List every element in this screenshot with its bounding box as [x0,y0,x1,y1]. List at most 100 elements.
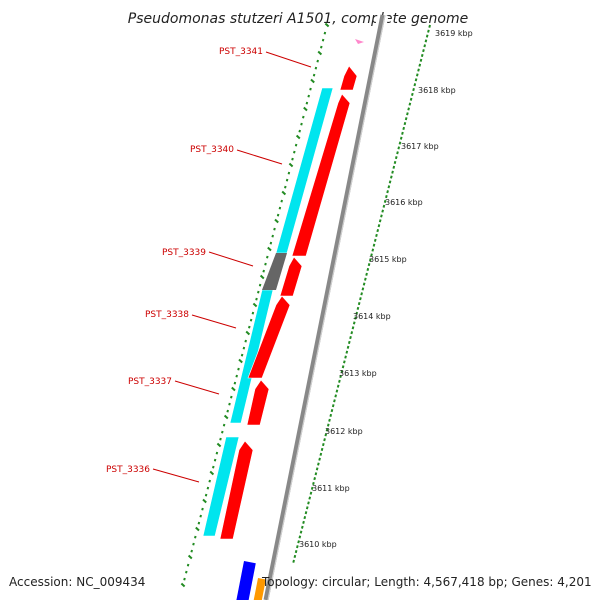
ruler-dash [195,526,200,532]
scale-dot [371,248,375,252]
ruler-dot [278,206,282,210]
ruler-dot [309,87,312,91]
cds-pst-3341 [339,65,358,91]
ruler-dash [187,554,193,560]
scale-dot [297,540,300,544]
ruler-dot [262,269,265,273]
scale-dot [294,550,298,554]
scale-dot [344,355,347,359]
scale-dot [399,136,403,140]
topology-text: Topology: circular; Length: 4,567,418 bp… [261,575,592,589]
scale-dot [422,49,425,53]
ruler-dot [201,507,204,511]
ruler-dash [245,330,251,336]
scale-dot [401,131,404,135]
scale-dot [361,287,365,291]
leader-line-pst-3337 [174,380,220,395]
ruler-dot [222,423,226,427]
ruler-dot [312,73,316,77]
pink-feature [355,39,364,44]
gene-label-pst-3341: PST_3341 [219,47,263,57]
scale-dot [334,394,338,398]
ruler-dot [185,570,188,574]
scale-dot [380,214,383,218]
ruler-dash [231,386,236,392]
ruler-dot [233,381,237,385]
gene-label-pst-3337: PST_3337 [128,377,172,387]
gene-labels: PST_3341 PST_3340 PST_3339 PST_3338 PST_… [106,47,312,483]
scale-dot [415,73,419,77]
scale-dot [377,224,381,228]
ruler-dot [244,339,247,343]
ruler-dot [228,402,231,406]
scale-dot [428,24,431,28]
ruler-dash [252,302,258,308]
gene-label-pst-3340: PST_3340 [190,145,234,155]
ruler-dot [316,59,319,63]
scale-dot [362,282,366,286]
scale-dot [324,433,328,437]
ruler-dot [320,45,323,49]
leader-line-pst-3339 [208,251,254,267]
tick-label: 3613 kbp [339,369,377,378]
scale-dot [340,370,344,374]
scale-dot [390,175,393,179]
ruler-dot [294,143,298,147]
scale-dot [314,472,318,476]
blue-feature [234,561,256,600]
scale-dot [411,92,414,96]
scale-dot [309,491,313,495]
scale-dot [305,506,309,510]
scale-dot [378,219,382,223]
ruler-dash [295,134,301,140]
scale-dot [366,267,370,272]
leader-line-pst-3336 [152,468,200,483]
scale-dot [335,389,339,393]
scale-dot [304,511,308,515]
scale-dot [303,515,307,520]
scale-dot [408,102,412,106]
ruler-dash [324,22,330,28]
ruler-dot [255,297,258,301]
ruler-dot [249,318,253,322]
cds-pst-3340 [291,93,351,257]
scale-dot [336,384,340,388]
ruler-dot [240,353,244,357]
ruler-dot [273,227,276,231]
ruler-dot [284,185,287,189]
ruler-dot [323,31,327,35]
scale-dot [398,141,402,145]
ruler-dash [180,582,186,588]
scale-dot [383,199,387,203]
backbone [260,13,389,600]
scale-dot [367,263,371,267]
leader-line-pst-3341 [265,51,312,68]
scale-dot [317,462,320,466]
scale-dot [347,340,351,344]
scale-dot [414,78,418,82]
scale-dot [292,559,295,563]
scale-dot [382,204,386,208]
scale-dot [364,277,367,281]
ruler-dot [199,514,202,518]
ruler-dot [221,430,224,434]
ruler-dot [321,38,325,42]
cyan-feature-track [202,87,334,537]
scale-dot [354,316,357,320]
orange-feature [250,578,266,600]
tick-label: 3612 kbp [325,427,363,436]
scale-dot [376,229,380,233]
scale-dot [307,501,310,505]
map-title: Pseudomonas stutzeri A1501, complete gen… [128,11,468,27]
ruler-dot [293,150,296,154]
gene-label-pst-3339: PST_3339 [162,248,206,258]
scale-dot [427,29,430,33]
scale-dot [419,58,423,62]
scale-dot [423,44,427,48]
ruler-dash [259,274,265,280]
gray-segment [262,253,287,290]
scale-dot [296,545,299,549]
ruler-dot [298,129,301,133]
ruler-dot [204,493,208,497]
scale-dot [386,190,389,194]
